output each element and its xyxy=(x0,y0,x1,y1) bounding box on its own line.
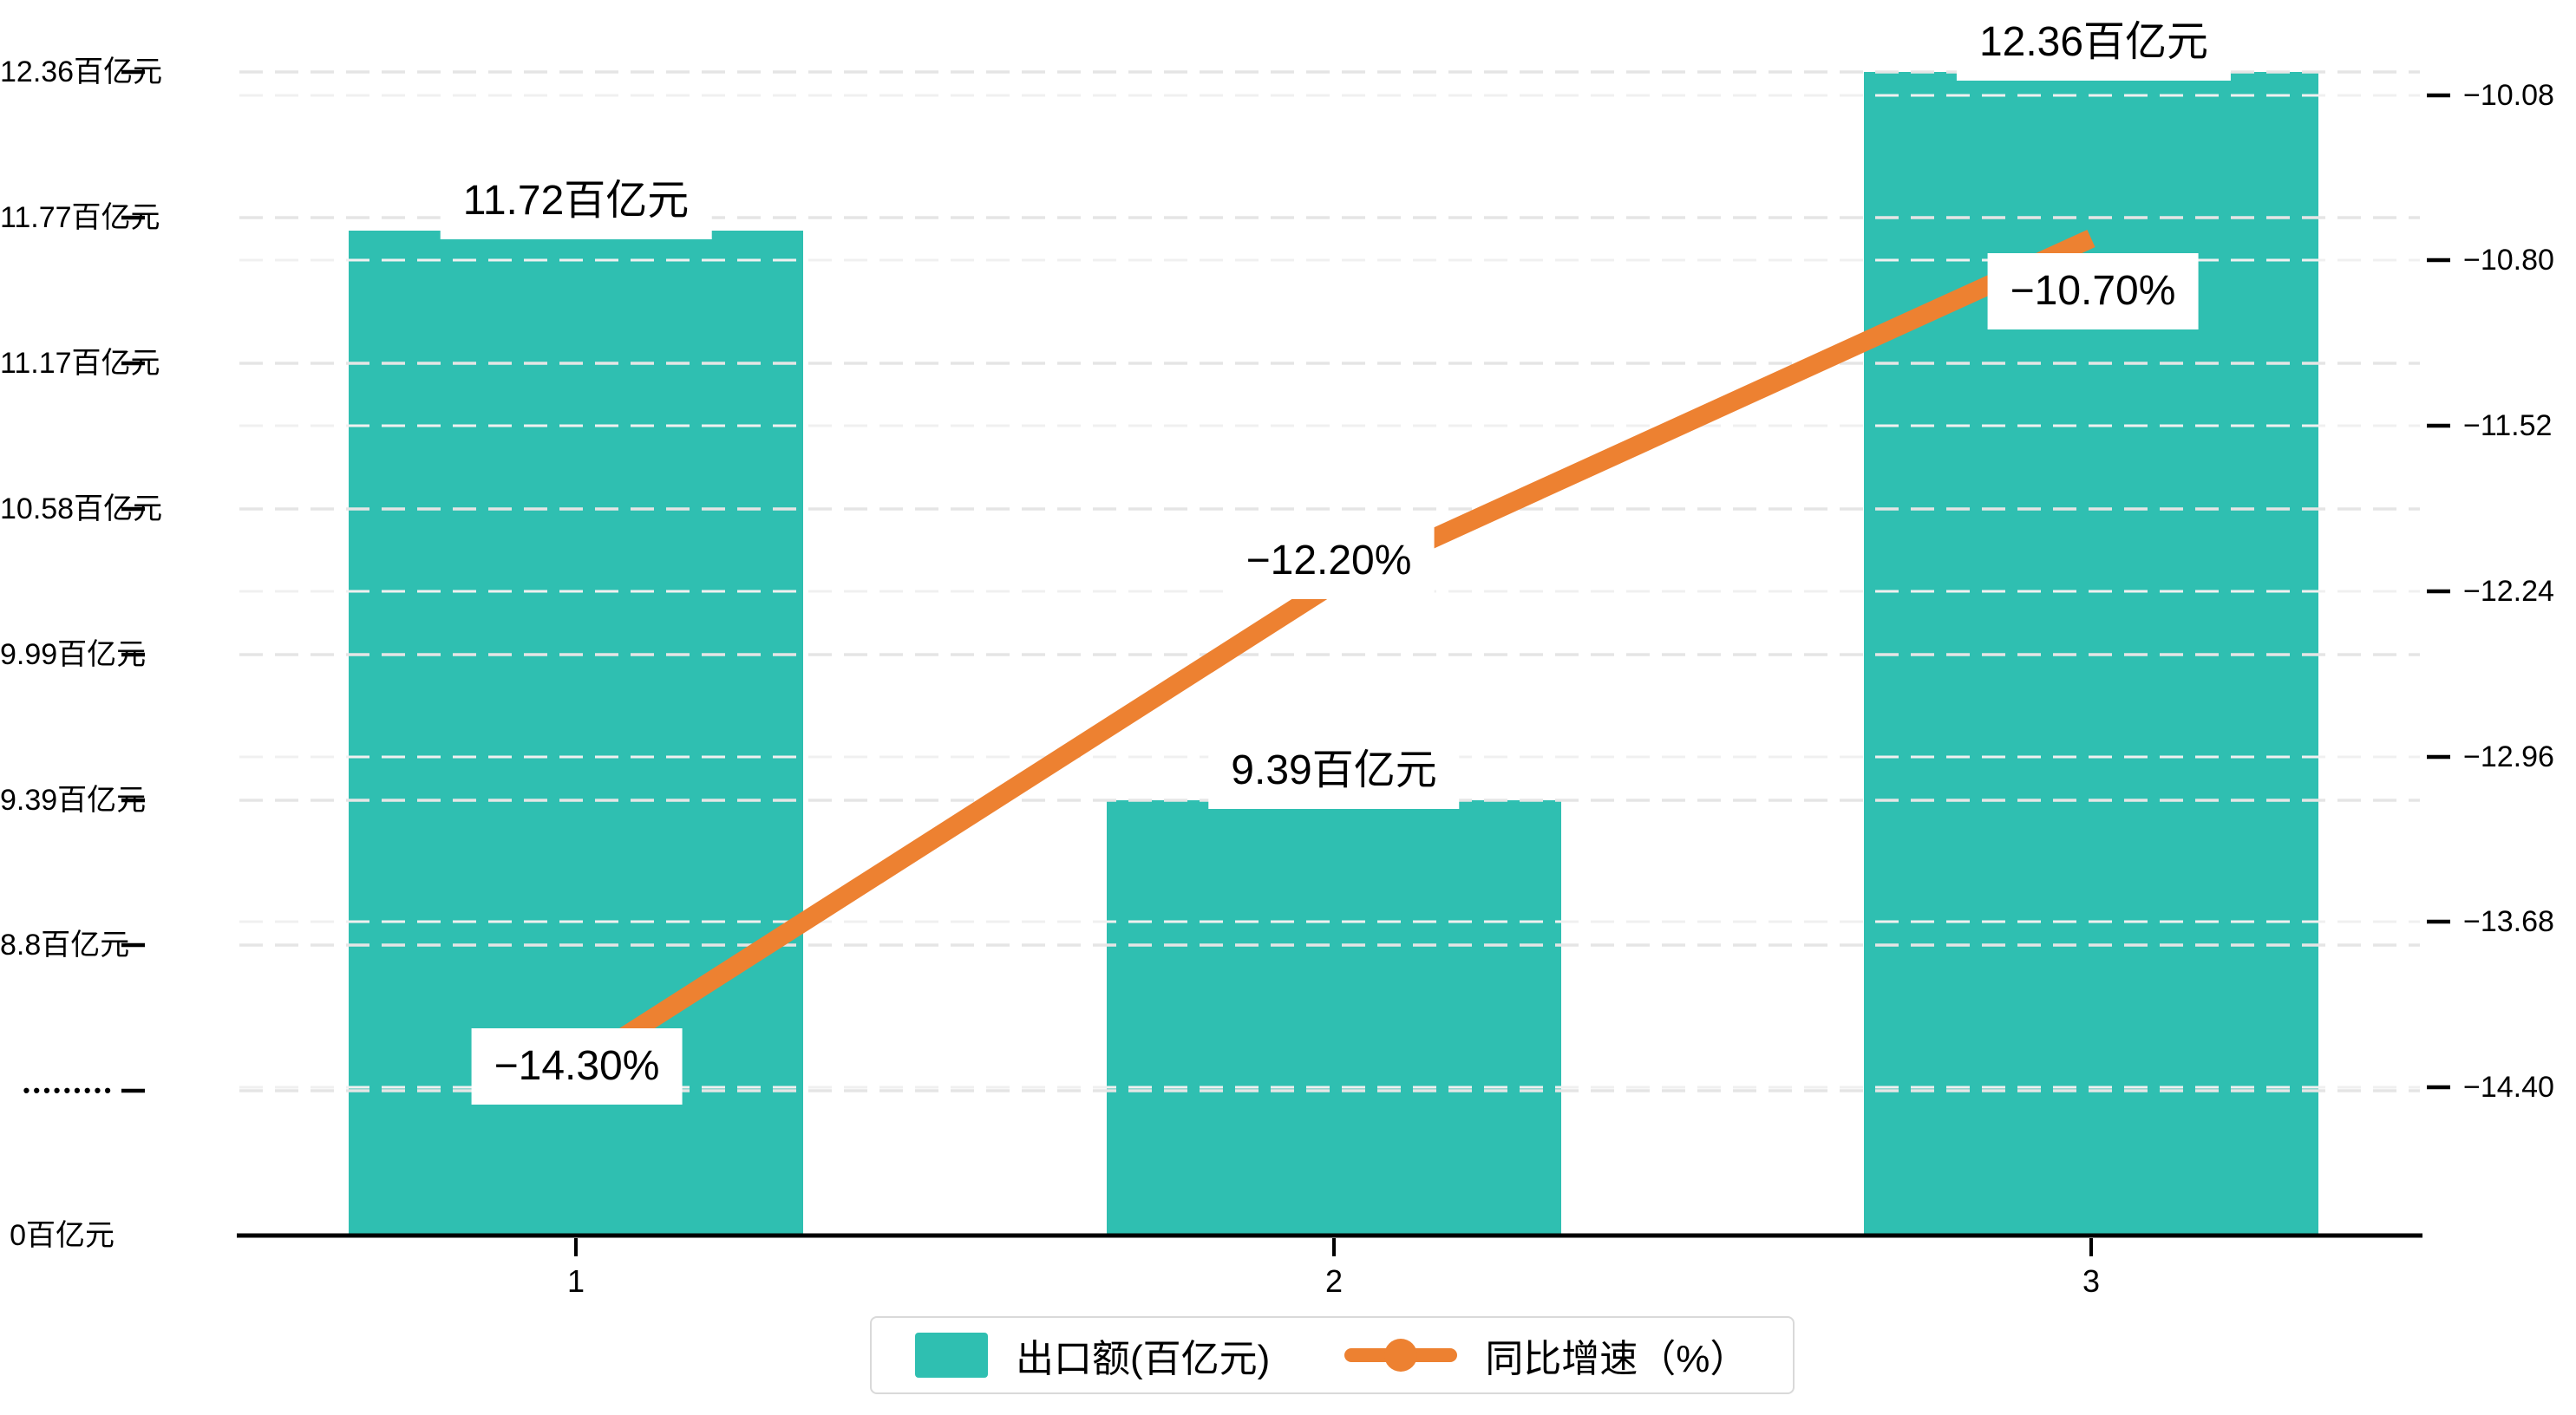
left-axis-label: 8.8百亿元 xyxy=(0,929,130,962)
x-axis-category-label: 1 xyxy=(566,1263,585,1299)
right-axis-label: −10.80 xyxy=(2463,244,2554,277)
bar-value-label: 9.39百亿元 xyxy=(1208,733,1460,809)
legend-label: 出口额(百亿元) xyxy=(1016,1338,1271,1380)
right-axis-ticks xyxy=(2427,93,2450,1090)
bar-series-swatch-icon xyxy=(915,1333,988,1378)
left-axis-break-label: ••••••••• xyxy=(23,1079,114,1101)
bar-value-label: 12.36百亿元 xyxy=(1956,4,2232,81)
line-value-label: −10.70% xyxy=(1987,253,2199,329)
right-axis-label: −12.24 xyxy=(2463,575,2554,608)
legend-item-growth[interactable]: 同比增速（%） xyxy=(1270,1327,1748,1383)
left-axis-label: 12.36百亿元 xyxy=(0,55,163,88)
x-axis-category-label: 3 xyxy=(2082,1263,2101,1299)
right-axis-label: −13.68 xyxy=(2463,905,2554,938)
legend-label: 同比增速（%） xyxy=(1485,1338,1749,1380)
right-axis-label: −14.40 xyxy=(2463,1071,2554,1104)
legend: 出口额(百亿元) 同比增速（%） xyxy=(870,1316,1795,1394)
left-axis-label: 11.77百亿元 xyxy=(0,201,160,234)
line-value-label: −14.30% xyxy=(471,1028,683,1105)
line-value-label: −12.20% xyxy=(1223,523,1435,599)
left-axis-label: 9.39百亿元 xyxy=(0,784,147,817)
growth-line-series[interactable] xyxy=(571,229,2095,1076)
bar-value-label: 11.72百亿元 xyxy=(440,163,712,239)
x-axis-category-label: 2 xyxy=(1324,1263,1344,1299)
bar-category-2[interactable] xyxy=(1107,800,1561,1236)
left-axis-ticks xyxy=(121,69,145,1093)
left-axis-label: 10.58百亿元 xyxy=(0,492,163,525)
right-axis-label: −11.52 xyxy=(2463,409,2553,442)
left-axis-label: 11.17百亿元 xyxy=(0,347,160,380)
left-axis-label: 9.99百亿元 xyxy=(0,638,147,671)
x-axis-ticks xyxy=(574,1238,2093,1256)
left-axis-label: 0百亿元 xyxy=(10,1219,114,1252)
line-series-marker-icon xyxy=(1344,1333,1458,1378)
right-axis-label: −10.08 xyxy=(2463,79,2554,112)
legend-item-export[interactable]: 出口额(百亿元) xyxy=(872,1327,1270,1383)
right-axis-label: −12.96 xyxy=(2463,740,2554,773)
